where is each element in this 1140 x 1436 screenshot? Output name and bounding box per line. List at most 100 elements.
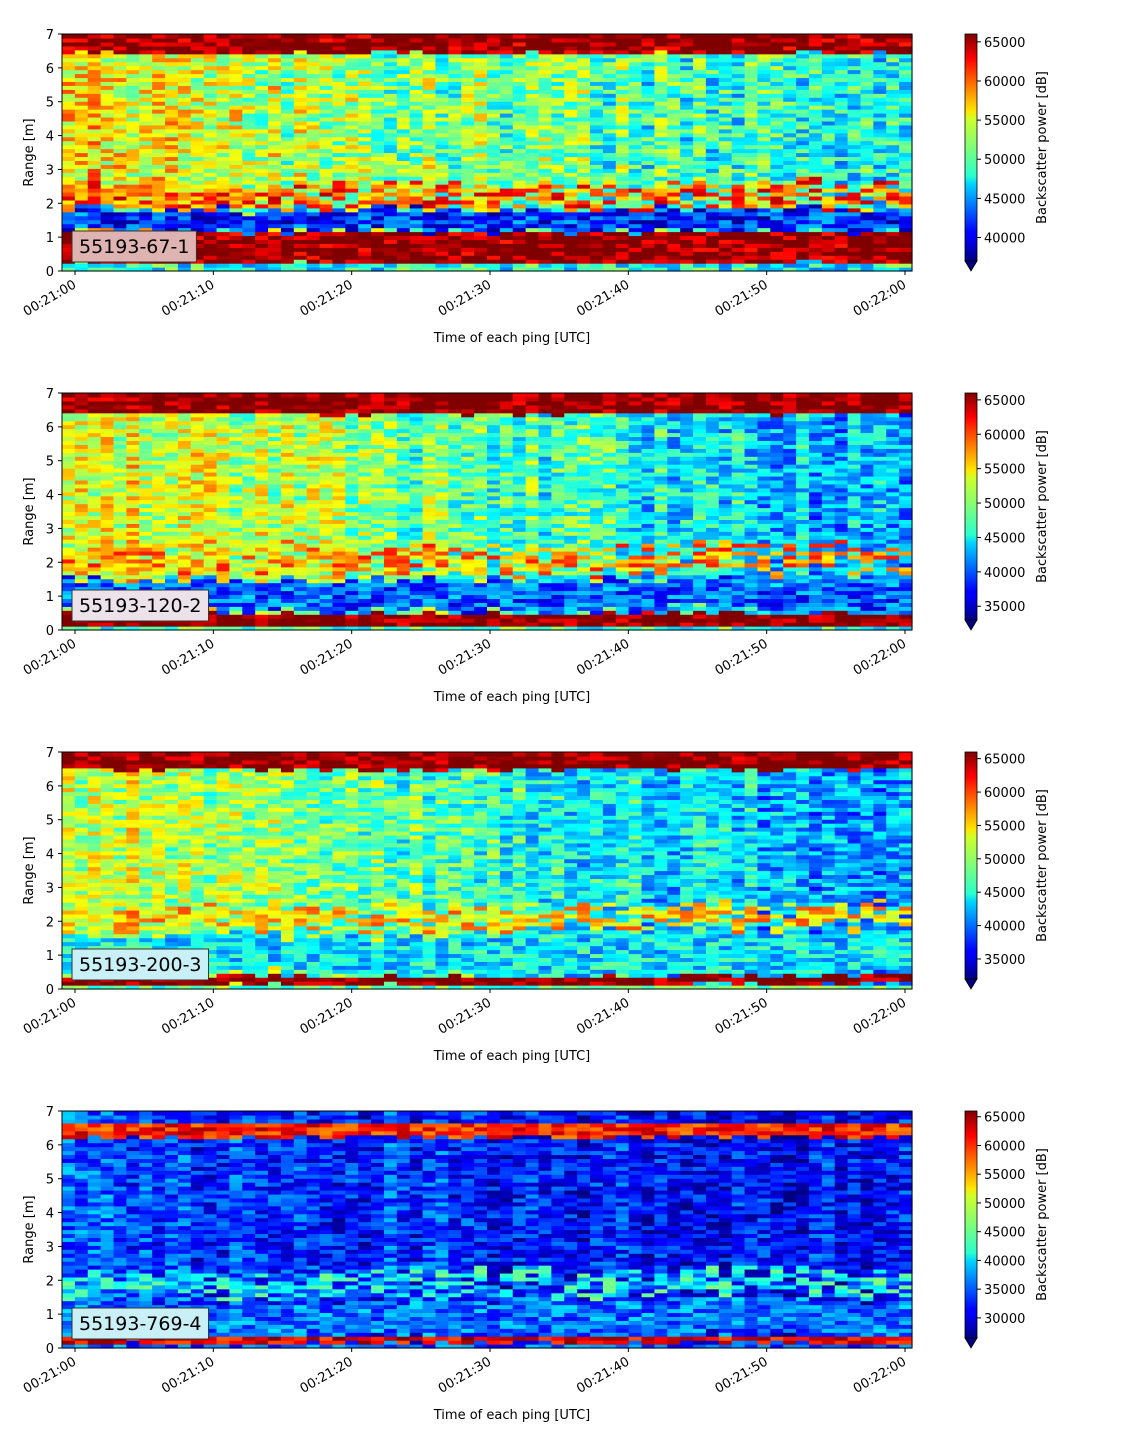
heatmap-cell — [100, 34, 115, 39]
heatmap-cell — [422, 148, 437, 154]
heatmap-cell — [126, 215, 140, 221]
heatmap-cell — [693, 77, 707, 82]
heatmap-cell — [293, 255, 308, 260]
heatmap-cell — [383, 223, 398, 229]
heatmap-cell — [74, 547, 89, 552]
heatmap-cell — [602, 101, 617, 106]
heatmap-cell — [693, 184, 707, 189]
heatmap-cell — [796, 128, 810, 134]
heatmap-cell — [165, 511, 179, 517]
heatmap-cell — [255, 195, 269, 201]
heatmap-cell — [899, 124, 913, 130]
heatmap-cell — [216, 503, 231, 509]
heatmap-cell — [435, 215, 449, 221]
heatmap-cell — [100, 531, 115, 536]
heatmap-cell — [744, 239, 759, 244]
heatmap-cell — [358, 69, 372, 75]
heatmap-cell — [602, 199, 617, 205]
heatmap-cell — [113, 432, 127, 438]
heatmap-cell — [538, 255, 552, 260]
heatmap-cell — [358, 188, 372, 193]
heatmap-cell — [602, 259, 617, 264]
heatmap-cell — [203, 203, 218, 209]
heatmap-cell — [126, 483, 140, 489]
heatmap-cell — [808, 235, 823, 240]
heatmap-cell — [255, 251, 269, 256]
heatmap-cell — [113, 73, 127, 79]
heatmap-cell — [461, 160, 475, 165]
heatmap-cell — [590, 85, 604, 90]
heatmap-cell — [358, 132, 372, 138]
heatmap-cell — [62, 558, 76, 564]
heatmap-cell — [435, 203, 449, 209]
heatmap-cell — [319, 45, 334, 51]
heatmap-cell — [268, 590, 282, 596]
heatmap-cell — [190, 507, 205, 513]
heatmap-cell — [242, 128, 256, 134]
heatmap-cell — [255, 444, 269, 449]
heatmap-cell — [255, 456, 269, 461]
heatmap-cell — [242, 614, 256, 619]
heatmap-cell — [783, 136, 797, 142]
heatmap-cell — [87, 215, 102, 221]
heatmap-cell — [126, 622, 140, 627]
heatmap-cell — [525, 259, 540, 264]
heatmap-cell — [873, 239, 887, 244]
heatmap-cell — [190, 495, 205, 501]
heatmap-cell — [126, 65, 140, 71]
heatmap-cell — [757, 263, 771, 268]
heatmap-cell — [152, 89, 166, 94]
heatmap-cell — [268, 598, 282, 603]
heatmap-cell — [87, 164, 102, 169]
heatmap-cell — [255, 89, 269, 94]
heatmap-cell — [461, 113, 475, 118]
heatmap-cell — [422, 156, 437, 161]
heatmap-cell — [332, 113, 346, 118]
heatmap-cell — [371, 172, 385, 177]
heatmap-cell — [113, 152, 127, 158]
heatmap-cell — [255, 176, 269, 181]
heatmap-cell — [242, 440, 256, 445]
heatmap-cell — [564, 211, 578, 217]
heatmap-cell — [216, 247, 231, 252]
heatmap-cell — [461, 156, 475, 161]
heatmap-cell — [409, 69, 424, 75]
heatmap-cell — [190, 393, 205, 398]
heatmap-cell — [139, 503, 153, 509]
heatmap-cell — [229, 503, 243, 509]
heatmap-cell — [190, 211, 205, 217]
heatmap-cell — [602, 105, 617, 110]
heatmap-cell — [422, 53, 437, 59]
heatmap-cell — [280, 211, 295, 217]
heatmap-cell — [628, 199, 643, 205]
heatmap-cell — [693, 37, 707, 43]
heatmap-cell — [74, 519, 89, 524]
heatmap-cell — [242, 219, 256, 225]
heatmap-cell — [435, 251, 449, 256]
heatmap-cell — [100, 468, 115, 473]
heatmap-cell — [680, 85, 694, 90]
heatmap-cell — [667, 227, 681, 233]
heatmap-cell — [306, 120, 321, 126]
heatmap-cell — [564, 148, 578, 154]
heatmap-cell — [641, 223, 656, 229]
heatmap-cell — [693, 192, 707, 197]
heatmap-cell — [422, 219, 437, 225]
heatmap-cell — [808, 251, 823, 256]
heatmap-cell — [358, 128, 372, 134]
heatmap-cell — [152, 61, 166, 67]
heatmap-cell — [487, 148, 501, 154]
heatmap-cell — [177, 85, 192, 90]
colorbar-tick-label: 40000 — [984, 232, 1025, 247]
heatmap-cell — [718, 156, 733, 161]
heatmap-cell — [886, 49, 900, 55]
heatmap-cell — [615, 69, 630, 75]
heatmap-cell — [306, 188, 321, 193]
heatmap-cell — [242, 251, 256, 256]
heatmap-cell — [383, 101, 398, 106]
heatmap-cell — [409, 227, 424, 233]
heatmap-cell — [371, 105, 385, 110]
heatmap-cell — [860, 61, 874, 67]
heatmap-cell — [74, 404, 89, 410]
heatmap-cell — [165, 53, 179, 59]
